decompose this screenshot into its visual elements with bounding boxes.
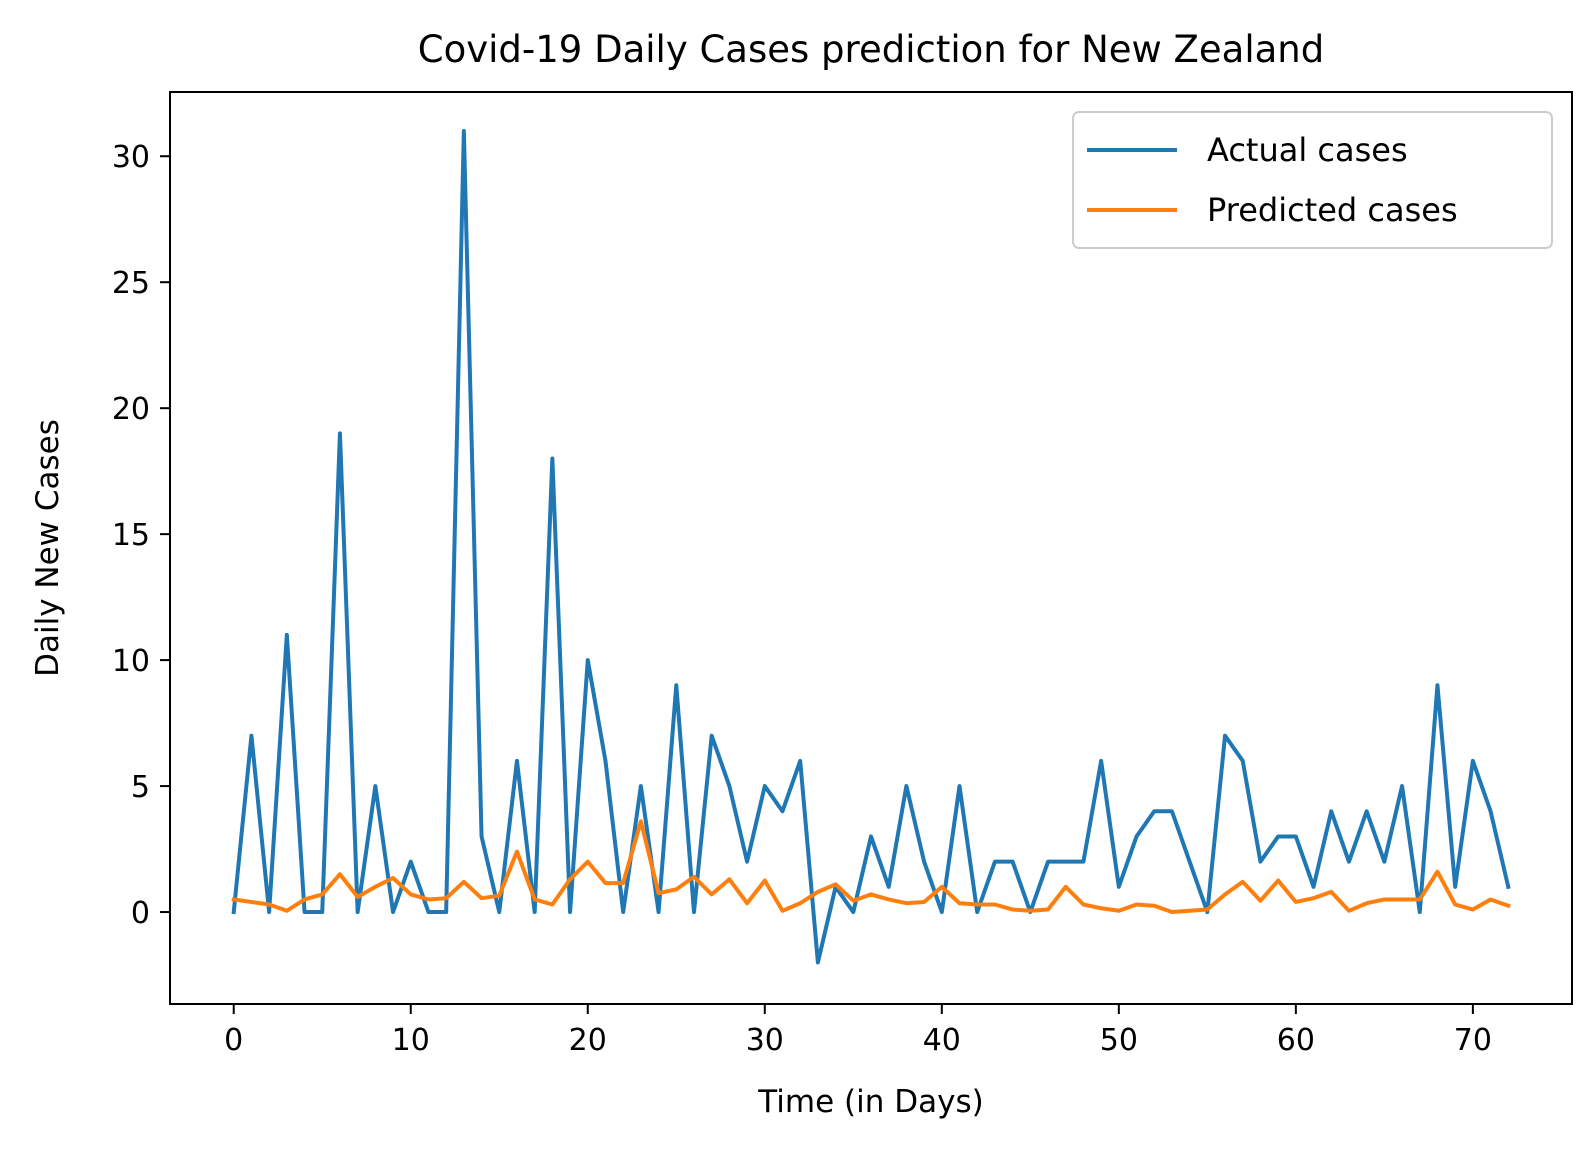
x-tick-label: 40 (923, 1023, 961, 1058)
x-tick-label: 50 (1100, 1023, 1138, 1058)
x-tick-label: 0 (224, 1023, 243, 1058)
legend-label-actual: Actual cases (1207, 131, 1408, 169)
x-axis-label: Time (in Days) (757, 1084, 983, 1120)
legend-box (1072, 111, 1553, 249)
series-line-actual (231, 129, 1511, 965)
y-tick-label: 0 (131, 896, 150, 931)
series-line-predicted (231, 819, 1511, 915)
x-tick-label: 10 (392, 1023, 430, 1058)
series-layer (231, 129, 1511, 965)
y-axis-label: Daily New Cases (30, 419, 66, 677)
x-tick-label: 70 (1454, 1023, 1492, 1058)
plot-area-frame (169, 91, 1573, 1005)
y-tick-label: 10 (112, 644, 150, 679)
y-axis: 0 5 10 15 20 25 30 (112, 140, 170, 931)
x-tick-label: 30 (746, 1023, 784, 1058)
legend-label-predicted: Predicted cases (1207, 191, 1458, 229)
y-tick-label: 20 (112, 392, 150, 427)
y-tick-label: 15 (112, 518, 150, 553)
x-axis: 0 10 20 30 40 50 60 70 (224, 1004, 1492, 1058)
chart-title: Covid-19 Daily Cases prediction for New … (418, 28, 1324, 71)
x-tick-label: 20 (569, 1023, 607, 1058)
x-tick-label: 60 (1277, 1023, 1315, 1058)
y-tick-label: 5 (131, 770, 150, 805)
y-tick-label: 30 (112, 140, 150, 175)
y-tick-label: 25 (112, 266, 150, 301)
legend: Actual cases Predicted cases (1072, 111, 1553, 249)
